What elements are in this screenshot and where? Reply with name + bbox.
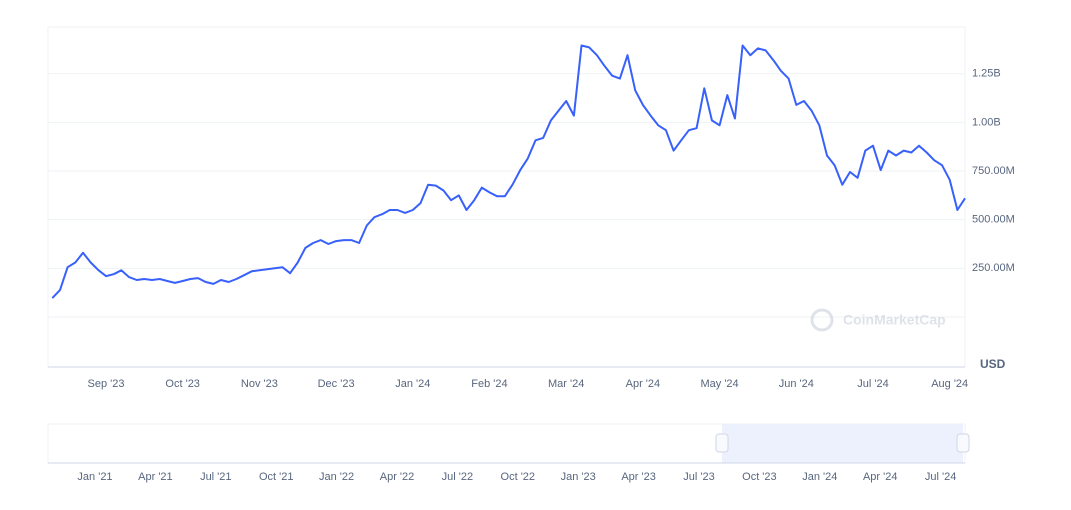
y-tick-label: 1.25B: [972, 68, 1001, 80]
x-tick-label: Dec '23: [318, 378, 355, 390]
x-tick-label: Jun '24: [779, 378, 814, 390]
x-tick-label: Jul '24: [857, 378, 888, 390]
navigator-label: Apr '23: [621, 471, 656, 483]
navigator-label: Jul '23: [683, 471, 714, 483]
y-tick-label: 500.00M: [972, 214, 1015, 226]
price-line: [51, 44, 966, 299]
navigator-selection[interactable]: [722, 424, 963, 463]
x-tick-label: May '24: [700, 378, 738, 390]
navigator-label: Jul '24: [925, 471, 956, 483]
x-tick-label: Aug '24: [931, 378, 968, 390]
navigator-label: Jul '21: [200, 471, 231, 483]
navigator-label: Jan '21: [77, 471, 112, 483]
navigator-label: Apr '21: [138, 471, 173, 483]
x-tick-label: Feb '24: [471, 378, 507, 390]
y-tick-label: 1.00B: [972, 116, 1001, 128]
watermark-text: CoinMarketCap: [843, 312, 946, 328]
navigator-label: Jan '24: [802, 471, 837, 483]
y-tick-label: 250.00M: [972, 262, 1015, 274]
navigator-label: Oct '23: [742, 471, 777, 483]
watermark: CoinMarketCap: [810, 308, 946, 332]
navigator-handle[interactable]: [956, 433, 970, 453]
x-tick-label: Nov '23: [241, 378, 278, 390]
navigator-handle[interactable]: [715, 433, 729, 453]
currency-label: USD: [980, 357, 1006, 371]
navigator-label: Apr '24: [863, 471, 898, 483]
y-tick-label: 750.00M: [972, 165, 1015, 177]
navigator-label: Jan '23: [561, 471, 596, 483]
navigator-label: Oct '22: [501, 471, 536, 483]
x-tick-label: Sep '23: [88, 378, 125, 390]
navigator-label: Jan '22: [319, 471, 354, 483]
x-tick-label: Mar '24: [548, 378, 584, 390]
x-tick-label: Apr '24: [626, 378, 661, 390]
navigator-label: Apr '22: [380, 471, 415, 483]
navigator-label: Oct '21: [259, 471, 294, 483]
navigator-label: Jul '22: [442, 471, 473, 483]
watermark-logo: [810, 308, 834, 332]
x-tick-label: Jan '24: [395, 378, 430, 390]
x-tick-label: Oct '23: [165, 378, 200, 390]
